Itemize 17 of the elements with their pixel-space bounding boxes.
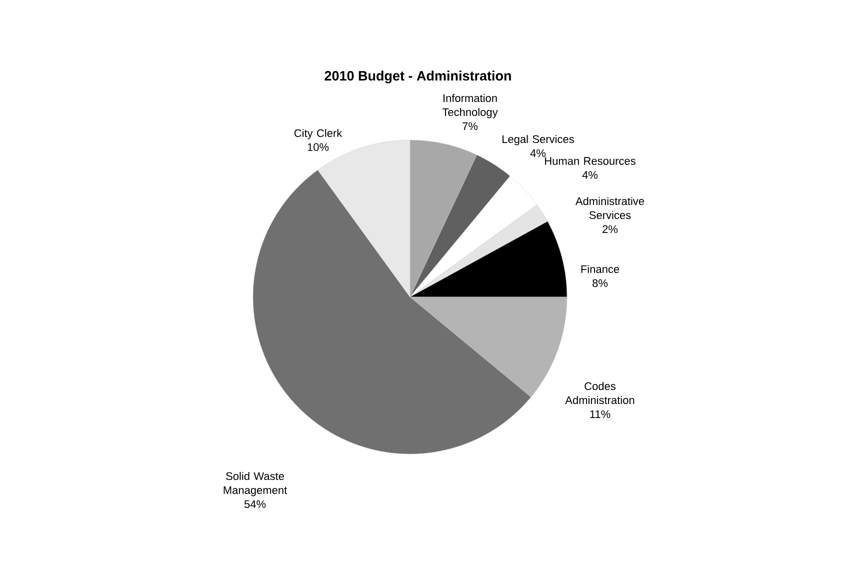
slice-label: Solid Waste Management <box>224 472 288 496</box>
slice-label: City Clerk <box>294 128 342 140</box>
data-label: 2% <box>602 225 618 234</box>
data-label: 11% <box>590 410 610 418</box>
slice-label: Administrative Services <box>575 196 644 220</box>
slice-label: Codes Administration <box>565 382 634 404</box>
chart-title: 2010 Budget - Administration <box>324 70 511 84</box>
data-label: 54% <box>244 500 266 508</box>
data-label: 8% <box>592 279 608 288</box>
slice-label: Finance <box>581 264 620 274</box>
slice-label: Information Technology <box>442 94 498 118</box>
data-label: 10% <box>308 143 329 152</box>
slice-label: Legal Services <box>502 134 574 146</box>
slice-label: Human Resources <box>545 157 636 165</box>
data-label: 4% <box>530 149 546 158</box>
data-label: 7% <box>462 122 478 130</box>
data-label: 4% <box>582 171 598 179</box>
